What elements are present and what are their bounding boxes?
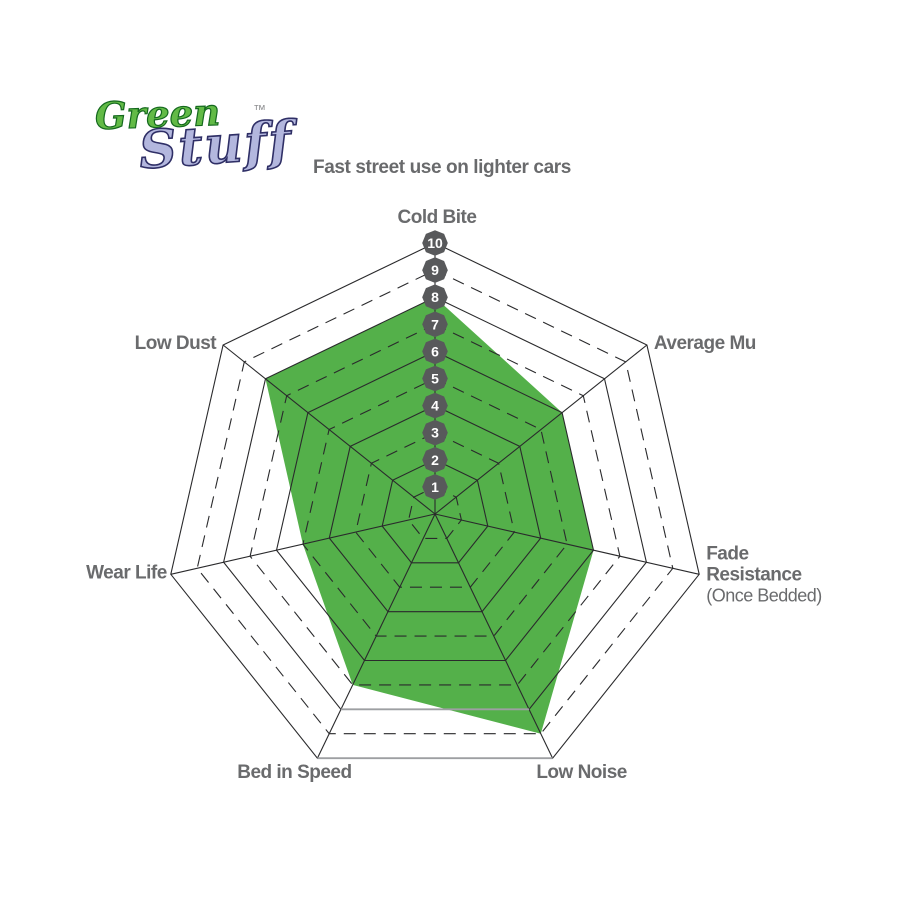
grid-ring-5 <box>302 377 568 637</box>
grid-ring-7 <box>249 323 621 686</box>
axis-label-low-noise: Low Noise <box>536 762 627 783</box>
scale-badge-label-7: 7 <box>431 316 439 332</box>
scale-badge-label-10: 10 <box>427 235 443 251</box>
axis-label-fade-resistance-sublabel: (Once Bedded) <box>706 585 822 605</box>
axis-label-cold-bite: Cold Bite <box>398 207 477 228</box>
axis-spoke-low-dust <box>222 344 436 515</box>
axis-label-low-dust: Low Dust <box>135 333 218 354</box>
scale-badge-6 <box>422 338 448 365</box>
chart-subtitle: Fast street use on lighter cars <box>313 157 571 178</box>
axis-spoke-bed-in-speed <box>316 513 436 759</box>
scale-badge-label-4: 4 <box>431 398 439 414</box>
scale-badge-label-8: 8 <box>431 289 439 305</box>
scale-badge-5 <box>422 365 448 392</box>
grid-ring-3 <box>355 432 515 588</box>
scale-badge-label-9: 9 <box>431 262 439 278</box>
axis-label-fade-resistance-line-0: Fade <box>706 543 748 564</box>
grid-ring-9 <box>196 269 674 735</box>
scale-badge-label-1: 1 <box>431 479 439 495</box>
scale-badge-10 <box>422 230 448 256</box>
grid-ring-4 <box>328 404 542 613</box>
grid-ring-6 <box>275 350 595 662</box>
axis-label-fade-resistance-line-1: Resistance <box>706 564 801 585</box>
axis-label-wear-life: Wear Life <box>86 562 167 583</box>
grid-ring-2 <box>381 459 489 564</box>
scale-badge-1 <box>422 474 448 500</box>
scale-badge-7 <box>422 311 448 338</box>
scale-badge-2 <box>422 447 448 473</box>
axis-label-bed-in-speed: Bed in Speed <box>237 762 351 783</box>
scale-badge-8 <box>422 284 448 310</box>
greenstuff-logo: Green Stuff ™ <box>93 89 296 202</box>
scale-badge-label-3: 3 <box>431 425 439 441</box>
scale-badge-label-5: 5 <box>431 371 439 387</box>
axis-label-average-mu: Average Mu <box>654 333 756 354</box>
scale-badge-4 <box>422 392 448 419</box>
grid-ring-1 <box>408 486 462 539</box>
axis-spoke-fade-resistance <box>434 513 700 575</box>
scale-badge-3 <box>422 419 448 446</box>
trademark-icon: ™ <box>253 102 266 117</box>
scale-badge-label-6: 6 <box>431 343 439 359</box>
scale-badge-9 <box>422 257 448 283</box>
axis-spoke-low-noise <box>434 513 554 759</box>
scale-badge-label-2: 2 <box>431 452 439 468</box>
axis-spoke-average-mu <box>434 344 648 515</box>
axis-spoke-wear-life <box>170 513 436 575</box>
